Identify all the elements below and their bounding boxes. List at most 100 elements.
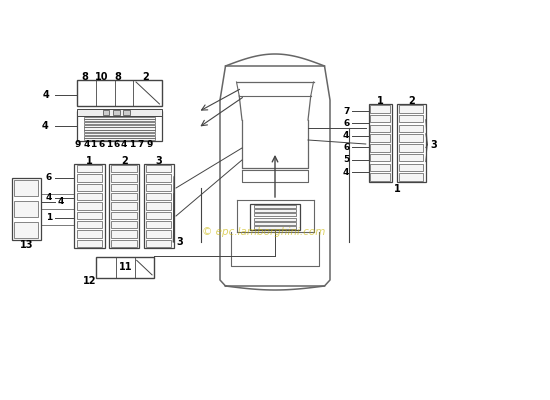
Bar <box>399 115 424 122</box>
Bar <box>111 240 137 247</box>
Text: 5: 5 <box>343 156 349 164</box>
Bar <box>84 116 156 119</box>
Bar <box>111 165 137 172</box>
Bar <box>14 201 39 217</box>
Bar <box>254 204 296 208</box>
Text: 2: 2 <box>142 72 149 82</box>
Bar <box>76 193 102 200</box>
Bar <box>84 130 156 132</box>
Bar <box>76 221 102 228</box>
Text: 1: 1 <box>106 140 112 149</box>
Text: 4: 4 <box>120 140 127 149</box>
Bar <box>370 105 390 112</box>
Bar <box>77 80 162 106</box>
Bar <box>76 165 102 172</box>
Bar <box>399 105 424 112</box>
Bar <box>111 230 137 238</box>
Text: 2: 2 <box>408 96 415 106</box>
Text: © epc.lamborghini.com: © epc.lamborghini.com <box>202 227 326 237</box>
Text: 6: 6 <box>113 140 120 149</box>
Bar <box>77 109 162 116</box>
Text: 3: 3 <box>430 140 437 150</box>
Text: 1: 1 <box>129 140 135 149</box>
Bar <box>74 164 104 248</box>
Text: 9: 9 <box>146 140 153 149</box>
Bar <box>399 144 424 152</box>
Bar <box>399 134 424 142</box>
Text: 4: 4 <box>83 140 90 149</box>
Bar <box>146 240 172 247</box>
Text: 7: 7 <box>343 107 349 116</box>
Text: 6: 6 <box>46 174 52 182</box>
Bar <box>146 212 172 219</box>
Text: 8: 8 <box>115 72 122 82</box>
Bar <box>84 122 156 124</box>
Bar <box>76 202 102 210</box>
Bar <box>399 164 424 171</box>
Text: 6: 6 <box>98 140 104 149</box>
Bar <box>144 164 174 248</box>
Bar <box>84 138 156 140</box>
Bar <box>250 204 300 230</box>
Bar <box>370 144 390 152</box>
Text: 4: 4 <box>343 168 349 176</box>
Bar <box>76 230 102 238</box>
Bar <box>254 213 296 216</box>
Bar <box>84 136 156 138</box>
Bar <box>111 184 137 191</box>
Bar <box>146 165 172 172</box>
Bar <box>370 174 390 181</box>
Bar <box>84 114 156 116</box>
Bar <box>111 193 137 200</box>
Bar <box>76 184 102 191</box>
Bar <box>370 164 390 171</box>
Bar <box>146 221 172 228</box>
Text: 1: 1 <box>46 214 52 222</box>
Bar <box>254 226 296 230</box>
Text: 1: 1 <box>377 96 383 106</box>
Bar <box>399 125 424 132</box>
Bar <box>370 115 390 122</box>
Text: 7: 7 <box>137 140 144 149</box>
Bar <box>84 133 156 135</box>
Bar <box>397 104 426 182</box>
Text: 4: 4 <box>43 90 50 100</box>
Bar <box>77 111 162 141</box>
Bar <box>368 104 392 182</box>
Bar <box>254 218 296 221</box>
Text: 6: 6 <box>343 119 349 128</box>
Bar <box>96 257 154 278</box>
Bar <box>76 174 102 182</box>
Text: 4: 4 <box>58 198 64 206</box>
Bar <box>113 110 120 114</box>
Text: 10: 10 <box>95 72 108 82</box>
Bar <box>111 174 137 182</box>
Text: 4: 4 <box>46 194 52 202</box>
Bar <box>111 212 137 219</box>
Text: 2: 2 <box>121 156 128 166</box>
Text: 11: 11 <box>119 262 132 272</box>
Bar <box>146 202 172 210</box>
Bar <box>399 174 424 181</box>
Text: 4: 4 <box>343 132 349 140</box>
Text: 4: 4 <box>42 120 48 130</box>
Bar <box>123 110 130 114</box>
Bar <box>399 154 424 161</box>
Bar <box>146 193 172 200</box>
Text: 13: 13 <box>20 240 33 250</box>
Text: 12: 12 <box>82 276 96 286</box>
Bar <box>370 154 390 161</box>
Bar <box>370 134 390 142</box>
Text: 6: 6 <box>343 143 349 152</box>
Bar <box>84 128 156 130</box>
Text: 3: 3 <box>156 156 162 166</box>
Bar <box>254 209 296 212</box>
Text: 3: 3 <box>176 237 183 247</box>
Text: 1: 1 <box>86 156 93 166</box>
Bar <box>146 230 172 238</box>
Bar <box>146 184 172 191</box>
Text: 9: 9 <box>75 140 81 149</box>
Bar <box>14 222 39 238</box>
Bar <box>84 111 156 113</box>
Bar <box>254 222 296 225</box>
